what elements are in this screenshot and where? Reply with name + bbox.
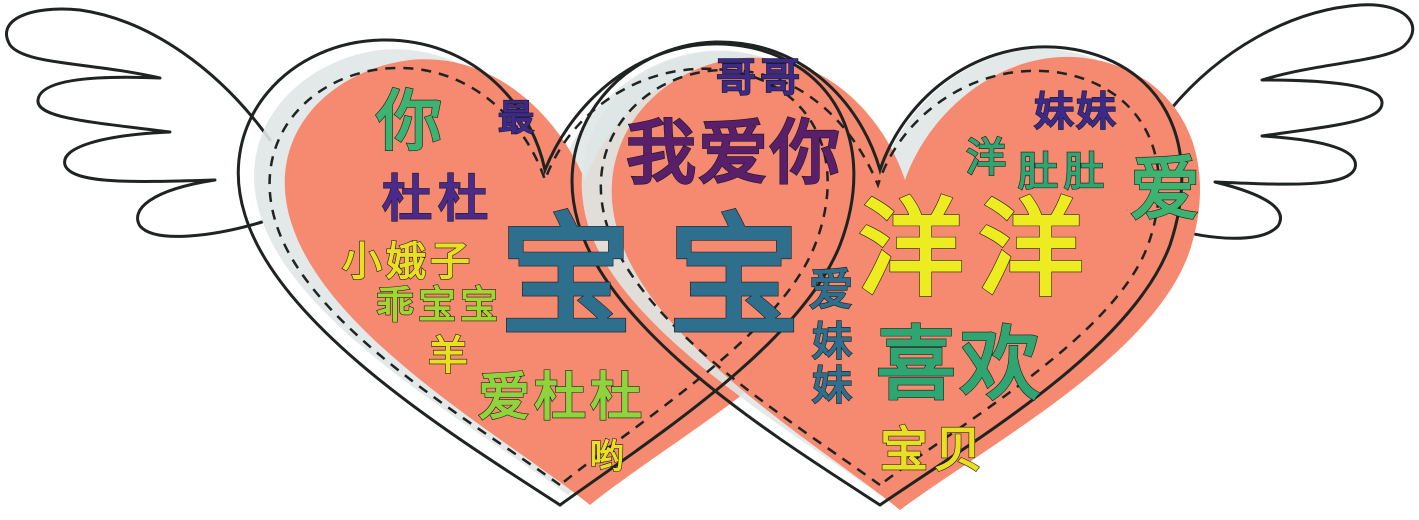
word-yangyang: 洋洋 bbox=[857, 186, 1098, 311]
word-yang-small: 羊 bbox=[427, 332, 468, 379]
word-ai-right: 爱 bbox=[1129, 147, 1200, 230]
word-guaibaobao: 乖宝宝 bbox=[375, 282, 503, 327]
word-xiaoezi: 小娥子 bbox=[341, 238, 474, 285]
word-ai-vertical: 爱 bbox=[800, 265, 852, 310]
word-ni-left: 你 bbox=[375, 82, 442, 160]
word-zui: 最 bbox=[497, 97, 535, 139]
word-woaini: 我爱你 bbox=[625, 111, 842, 194]
word-duzi: 肚肚 bbox=[1017, 148, 1110, 195]
right-heart-outline bbox=[570, 40, 1184, 507]
word-gege: 哥哥 bbox=[715, 54, 804, 101]
right-heart-icon bbox=[611, 56, 1201, 511]
left-heart-outline bbox=[236, 38, 856, 507]
left-heart-stitch bbox=[268, 66, 829, 487]
word-dudu-1: 杜杜 bbox=[381, 169, 494, 228]
word-yang-green: 洋 bbox=[965, 134, 1006, 181]
right-wing-icon bbox=[1168, 3, 1415, 240]
word-baobei: 宝贝 bbox=[879, 422, 989, 478]
word-o: 哟 bbox=[589, 437, 624, 477]
word-aidudu: 爱杜杜 bbox=[477, 367, 647, 428]
left-wing-icon bbox=[5, 7, 272, 238]
right-heart-stitch bbox=[599, 68, 1161, 487]
word-xihuan: 喜欢 bbox=[875, 317, 1044, 411]
word-bao-big-right: 宝 bbox=[667, 200, 800, 355]
word-bao-big-left: 宝 bbox=[499, 200, 632, 355]
word-meimei: 妹妹 bbox=[1033, 88, 1118, 135]
word-meimei-vertical: 妹妹 bbox=[804, 319, 852, 408]
